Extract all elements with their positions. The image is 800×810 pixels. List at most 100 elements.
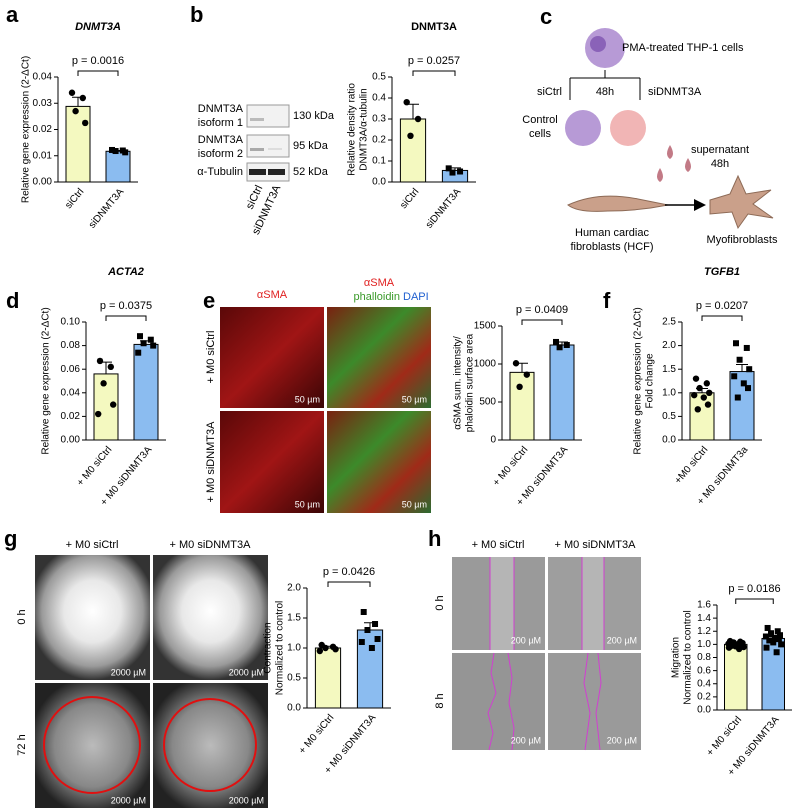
diagram-text: cells	[529, 128, 552, 140]
y-tick-label: 0.8	[697, 652, 711, 663]
migration-images: + M0 siCtrl + M0 siDNMT3A 0 h 8 h 200 µM…	[434, 539, 641, 751]
data-point	[736, 356, 743, 363]
significance-bracket	[327, 581, 371, 587]
data-point	[745, 385, 751, 392]
cell	[610, 110, 646, 146]
band	[250, 148, 264, 151]
y-tick-label: 1000	[474, 359, 497, 370]
data-point	[100, 380, 107, 387]
data-point	[332, 646, 339, 653]
p-value: p = 0.0409	[516, 304, 568, 316]
y-tick-label: 0.02	[33, 124, 53, 135]
x-tick-label: siCtrl	[63, 187, 86, 212]
data-point	[556, 344, 563, 351]
data-point	[147, 336, 154, 343]
data-point	[735, 645, 743, 653]
data-point	[364, 627, 371, 633]
y-tick-label: 0.00	[33, 177, 53, 188]
y-tick-label: 0.10	[61, 317, 81, 328]
bar	[65, 105, 91, 183]
x-tick-label: + M0 siCtrl	[491, 445, 530, 489]
y-axis-label: αSMA sum. intensity/	[453, 336, 464, 430]
data-point	[725, 644, 733, 651]
data-point	[773, 649, 780, 656]
col-label: + M0 siDNMT3A	[555, 539, 637, 551]
y-tick-label: 0.2	[697, 692, 711, 703]
wound-edge	[487, 652, 602, 751]
data-point	[553, 338, 559, 345]
y-tick-label: 2.0	[287, 583, 301, 594]
y-tick-label: 0.0	[662, 435, 676, 446]
y-tick-label: 0.5	[662, 411, 676, 422]
diagram-text: Human cardiac	[575, 227, 649, 239]
y-axis-label: Relative gene expression (2-ΔCt)	[41, 307, 52, 454]
data-point	[137, 333, 143, 340]
contraction-images: + M0 siCtrl + M0 siDNMT3A 0 h 72 h 2000 …	[16, 539, 268, 808]
band	[249, 169, 266, 175]
y-tick-label: 0.0	[697, 705, 711, 716]
myofibroblast	[709, 174, 774, 230]
stain-label: phalloidin	[354, 291, 400, 303]
band	[250, 118, 264, 121]
p-value: p = 0.0207	[696, 300, 748, 312]
diagram-text: Control	[522, 114, 557, 126]
data-point	[763, 644, 770, 651]
data-point	[691, 391, 698, 399]
row-label: + M0 siCtrl	[205, 331, 217, 384]
data-point	[135, 349, 142, 356]
y-tick-label: 1.2	[697, 626, 711, 637]
y-tick-label: 0.01	[33, 150, 53, 161]
diagram-text: fibroblasts (HCF)	[570, 241, 653, 253]
bar	[314, 647, 342, 709]
scale-label: 200 µM	[511, 735, 541, 745]
y-axis-label: Relative gene expression (2-ΔCt)	[633, 307, 644, 454]
significance-bracket	[521, 319, 563, 325]
p-value: p = 0.0257	[408, 55, 460, 67]
x-tick-label: + M0 siCtrl	[75, 445, 114, 489]
data-point	[740, 380, 747, 387]
diagram-text: PMA-treated THP-1 cells	[622, 42, 744, 54]
col-label: + M0 siCtrl	[66, 539, 119, 551]
data-point	[79, 94, 87, 102]
data-point	[516, 383, 523, 390]
data-point	[563, 342, 570, 348]
gel-outline	[43, 696, 141, 794]
y-tick-label: 0.04	[61, 387, 81, 398]
blot-label: DNMT3A	[198, 134, 244, 146]
data-point	[322, 644, 329, 652]
data-point	[445, 165, 452, 172]
panel-label: b	[190, 2, 203, 27]
row-label: + M0 siDNMT3A	[205, 421, 217, 503]
y-tick-label: 2.0	[662, 340, 676, 351]
panel-label: a	[6, 2, 19, 27]
data-point	[358, 639, 365, 645]
y-tick-label: 1500	[474, 321, 497, 332]
y-axis-label: Relative density ratio	[347, 83, 358, 176]
data-point	[523, 371, 530, 378]
panel-label: f	[603, 288, 611, 313]
y-tick-label: 0.0	[287, 703, 301, 714]
data-point	[403, 99, 410, 106]
image	[548, 653, 641, 750]
data-point	[762, 633, 769, 640]
y-axis-label: Migration	[671, 637, 682, 678]
data-point	[72, 107, 79, 115]
diagram-text: 48h	[711, 158, 729, 170]
gel-outline	[163, 698, 257, 792]
scale-label: 50 µm	[295, 499, 320, 509]
data-point	[68, 89, 76, 96]
p-value: p = 0.0016	[72, 55, 124, 67]
y-tick-label: 0.04	[33, 72, 53, 83]
y-tick-label: 0.06	[61, 364, 81, 375]
data-point	[457, 168, 464, 175]
microscopy-e: αSMA αSMA phalloidin DAPI + M0 siCtrl + …	[205, 277, 431, 513]
x-tick-label: + M0 siCtrl	[705, 715, 744, 759]
data-point	[764, 624, 771, 631]
y-tick-label: 0.08	[61, 340, 81, 351]
x-tick-label: + M0 siCtrl	[297, 713, 336, 757]
blot-band	[246, 134, 290, 158]
bar	[724, 643, 748, 711]
stain-label: DAPI	[403, 291, 429, 303]
diagram-text: siCtrl	[537, 86, 562, 98]
